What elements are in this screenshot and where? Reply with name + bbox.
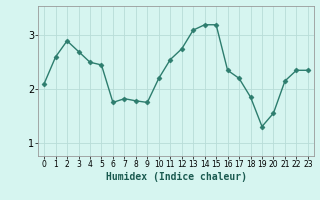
X-axis label: Humidex (Indice chaleur): Humidex (Indice chaleur) [106,172,246,182]
